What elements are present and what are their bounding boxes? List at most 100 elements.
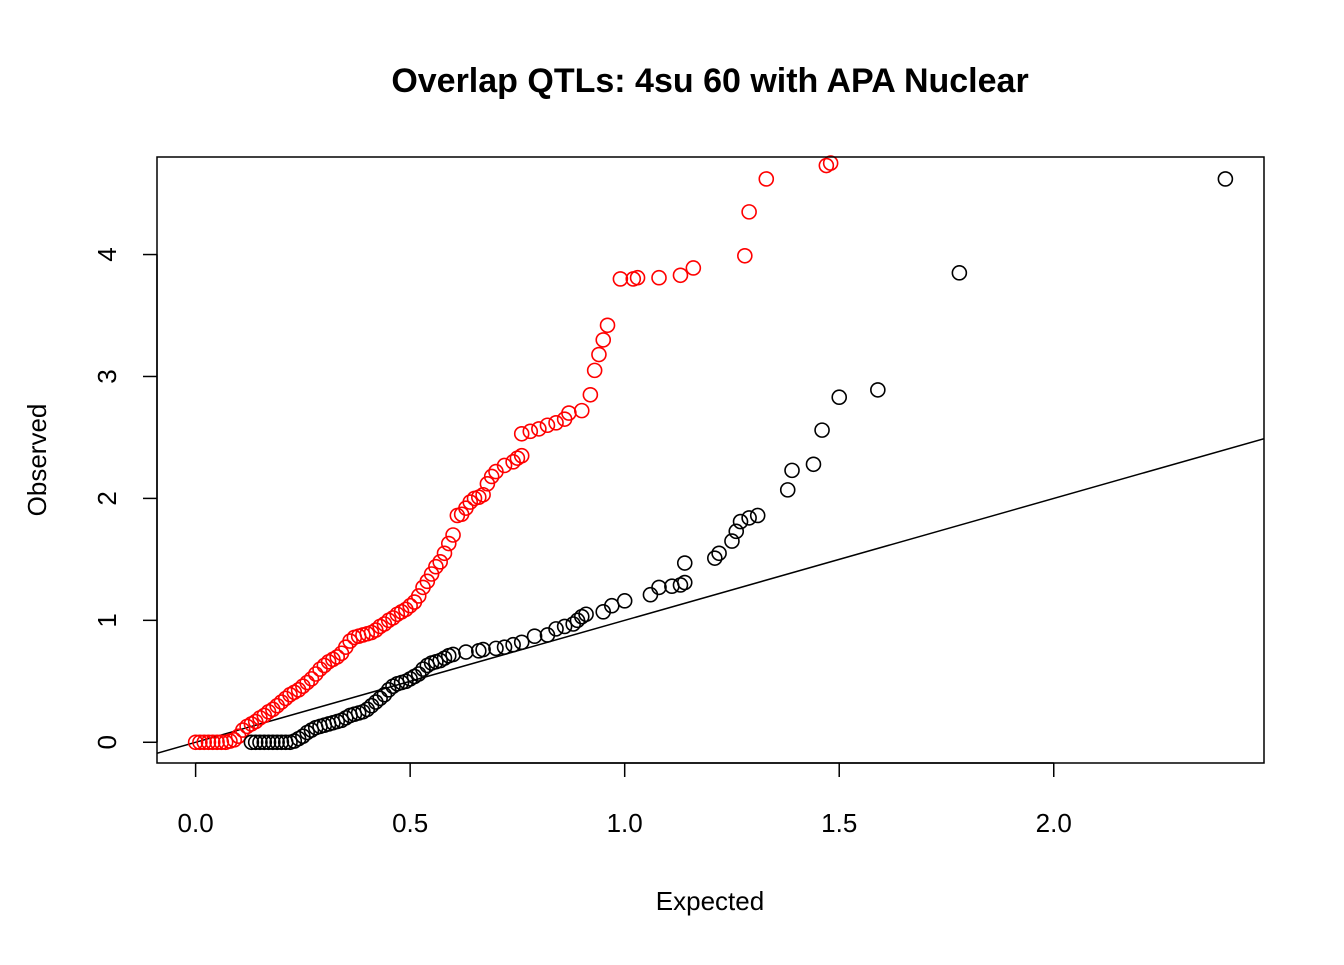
data-point [204,734,221,751]
data-point [269,734,285,751]
y-tick-label: 4 [92,247,122,261]
data-point [196,734,212,751]
data-point [458,644,474,660]
data-point [505,636,521,653]
data-point [539,417,556,434]
data-point [226,732,243,748]
data-point [784,462,800,479]
data-point [428,558,444,575]
data-point [513,425,530,442]
data-point [741,510,757,526]
data-point [342,633,358,649]
data-point [651,579,667,596]
data-point [870,382,886,398]
points-layer [187,155,1234,751]
y-tick-label: 1 [92,613,122,627]
data-point [814,422,830,438]
series-1 [243,171,1234,751]
data-point [582,386,599,403]
data-point [372,690,388,707]
data-point [265,734,281,751]
data-point [526,628,543,644]
x-tick-label: 0.0 [178,808,214,838]
x-tick-label: 2.0 [1036,808,1072,838]
data-point [479,475,496,492]
data-point [192,734,208,751]
data-point [779,482,796,498]
data-point [368,694,384,710]
data-point [565,616,581,632]
data-point [273,694,290,710]
data-point [822,155,839,171]
y-tick-label: 0 [92,735,122,749]
data-point [513,447,530,464]
y-tick-label: 3 [92,369,122,383]
data-point [273,734,290,751]
data-point [951,265,968,281]
data-point [299,674,315,691]
data-point [252,734,268,751]
data-point [737,247,753,264]
data-point [676,555,693,571]
data-point [410,666,427,682]
data-point [522,423,539,440]
reference-line [157,437,1264,754]
data-point [488,640,504,657]
data-point [445,527,461,543]
data-point [578,606,594,623]
data-point [329,649,346,665]
data-point [724,533,740,549]
data-point [531,421,547,437]
data-point [732,513,749,530]
data-point [548,621,564,637]
data-point [303,671,320,687]
data-point [483,468,500,485]
series-0 [187,155,839,751]
reference-line-layer [157,437,1264,754]
y-axis: 0 1 2 3 4 [92,247,158,750]
data-point [741,204,757,220]
data-point [243,734,260,751]
x-tick-label: 1.5 [821,808,857,838]
data-point [685,260,702,276]
data-point [651,269,667,286]
data-point [642,586,659,603]
data-point [402,597,418,614]
data-point [672,267,689,284]
data-point [423,566,440,582]
data-point [290,682,307,698]
x-tick-label: 0.5 [392,808,428,838]
data-point [513,634,530,651]
data-point [556,618,573,635]
data-point [728,523,745,540]
x-axis: 0.0 0.5 1.0 1.5 2.0 [178,762,1072,838]
data-point [805,456,822,473]
data-point [706,550,723,566]
data-point [410,588,427,604]
data-point [419,573,436,590]
data-point [475,641,491,658]
data-point [496,639,513,655]
data-point [676,574,693,591]
y-tick-label: 2 [92,491,122,505]
data-point [548,415,564,431]
data-point [595,332,612,348]
data-point [586,362,603,379]
data-point [629,269,646,286]
chart-title: Overlap QTLs: 4su 60 with APA Nuclear [391,62,1028,100]
data-point [247,734,264,751]
data-point [462,494,479,510]
data-point [616,593,633,609]
data-point [612,271,629,287]
data-point [376,686,393,703]
data-point [187,734,204,751]
data-point [260,734,277,751]
data-point [758,171,775,187]
data-point [307,666,324,682]
y-axis-label: Observed [22,404,52,517]
data-point [359,701,376,718]
data-point [436,545,453,562]
data-point [496,457,513,474]
x-tick-label: 1.0 [607,808,643,838]
